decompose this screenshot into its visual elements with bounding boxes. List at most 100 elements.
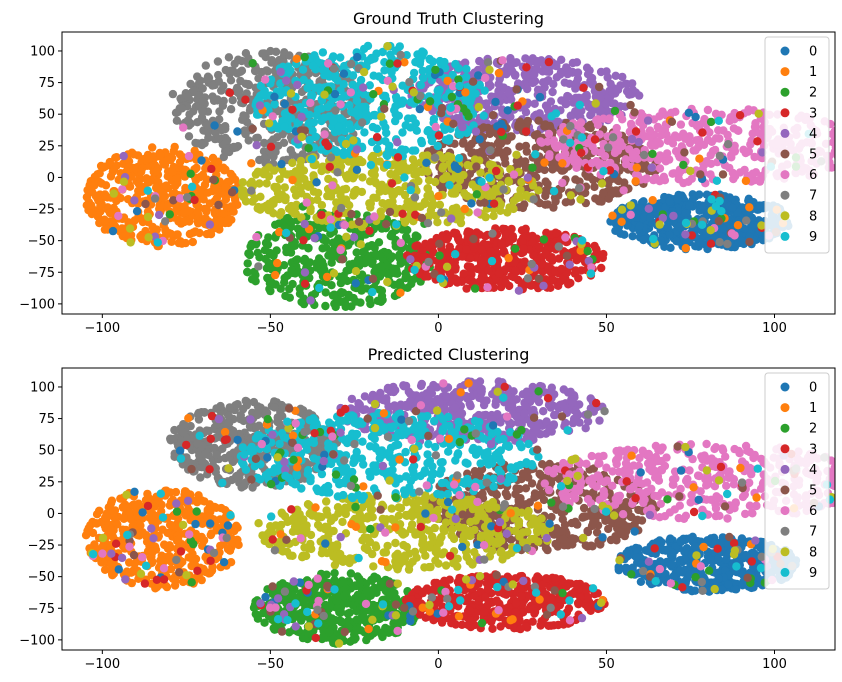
point-cluster-1	[106, 172, 116, 181]
point-cluster-9	[461, 96, 471, 106]
point-cluster-4	[572, 78, 581, 87]
point-cluster-4	[669, 211, 678, 221]
legend-label-5: 5	[809, 148, 817, 163]
point-cluster-1	[175, 157, 185, 167]
point-cluster-5	[354, 217, 364, 226]
point-cluster-9	[451, 59, 460, 69]
point-cluster-7	[168, 89, 178, 99]
point-cluster-6	[610, 148, 620, 158]
point-cluster-4	[562, 63, 571, 72]
point-cluster-6	[641, 175, 650, 184]
point-cluster-2	[360, 259, 369, 268]
point-cluster-5	[590, 182, 599, 192]
point-cluster-5	[607, 190, 616, 199]
point-cluster-0	[475, 135, 484, 144]
point-cluster-8	[342, 232, 351, 241]
point-cluster-2	[648, 149, 657, 159]
point-cluster-6	[621, 155, 630, 164]
point-cluster-8	[435, 200, 445, 209]
legend-label-7: 7	[809, 189, 817, 204]
point-cluster-5	[541, 120, 550, 129]
point-cluster-3	[299, 236, 308, 245]
point-cluster-3	[489, 199, 499, 208]
point-cluster-6	[651, 173, 660, 183]
point-cluster-9	[445, 180, 454, 190]
point-cluster-3	[450, 229, 459, 238]
point-cluster-9	[427, 137, 437, 146]
point-cluster-8	[626, 201, 635, 210]
point-cluster-3	[225, 88, 235, 98]
point-cluster-6	[828, 129, 835, 139]
point-cluster-1	[681, 244, 690, 253]
point-cluster-5	[437, 104, 447, 113]
point-cluster-9	[395, 42, 404, 51]
point-cluster-0	[736, 236, 746, 245]
chart-title: Predicted Clustering	[368, 345, 530, 364]
point-cluster-9	[406, 123, 415, 132]
point-cluster-6	[431, 122, 440, 132]
point-cluster-6	[645, 126, 655, 135]
point-cluster-9	[282, 228, 291, 238]
point-cluster-4	[310, 233, 319, 243]
point-cluster-4	[530, 99, 539, 109]
point-cluster-4	[359, 83, 368, 92]
point-cluster-6	[600, 152, 610, 161]
point-cluster-1	[494, 68, 504, 78]
point-cluster-9	[440, 57, 449, 67]
point-cluster-9	[369, 71, 378, 80]
point-cluster-4	[349, 233, 359, 242]
point-cluster-8	[370, 170, 379, 180]
point-cluster-3	[489, 283, 499, 292]
point-cluster-6	[667, 108, 676, 118]
point-cluster-6	[483, 283, 492, 292]
point-cluster-6	[596, 159, 605, 168]
point-cluster-1	[733, 221, 743, 230]
point-cluster-5	[562, 251, 572, 260]
point-cluster-1	[228, 172, 237, 181]
point-cluster-7	[742, 216, 751, 225]
point-cluster-4	[603, 73, 612, 82]
point-cluster-4	[521, 54, 530, 63]
point-cluster-8	[368, 152, 377, 161]
point-cluster-2	[317, 257, 327, 266]
legend-box	[764, 36, 830, 254]
point-cluster-4	[542, 77, 551, 86]
point-cluster-9	[259, 89, 268, 98]
point-cluster-3	[706, 239, 716, 248]
chart-title: Ground Truth Clustering	[353, 9, 544, 28]
point-cluster-1	[288, 175, 297, 185]
point-cluster-8	[512, 150, 521, 159]
point-cluster-1	[96, 161, 106, 171]
point-cluster-2	[299, 294, 309, 303]
point-cluster-1	[194, 219, 203, 228]
point-cluster-0	[610, 217, 619, 227]
point-cluster-3	[372, 133, 382, 142]
point-cluster-9	[286, 66, 295, 75]
point-cluster-4	[506, 112, 515, 121]
point-cluster-2	[401, 274, 410, 283]
point-cluster-6	[706, 170, 715, 179]
point-cluster-2	[243, 259, 252, 268]
point-cluster-7	[499, 185, 508, 194]
point-cluster-8	[341, 184, 351, 194]
point-cluster-2	[369, 90, 378, 99]
point-cluster-2	[352, 248, 361, 257]
point-cluster-5	[227, 188, 237, 197]
point-cluster-7	[566, 121, 575, 131]
point-cluster-3	[521, 127, 531, 136]
point-cluster-6	[748, 169, 757, 178]
point-cluster-2	[264, 233, 273, 242]
point-cluster-3	[266, 142, 276, 151]
point-cluster-0	[197, 156, 206, 165]
point-cluster-8	[253, 204, 262, 213]
point-cluster-7	[333, 168, 342, 177]
point-cluster-2	[413, 232, 422, 241]
point-cluster-3	[462, 245, 471, 254]
point-cluster-7	[262, 66, 271, 75]
point-cluster-8	[386, 169, 395, 179]
point-cluster-3	[494, 269, 504, 278]
point-cluster-0	[673, 195, 683, 204]
point-cluster-2	[358, 248, 367, 257]
point-cluster-3	[477, 245, 486, 254]
point-cluster-0	[674, 222, 684, 232]
